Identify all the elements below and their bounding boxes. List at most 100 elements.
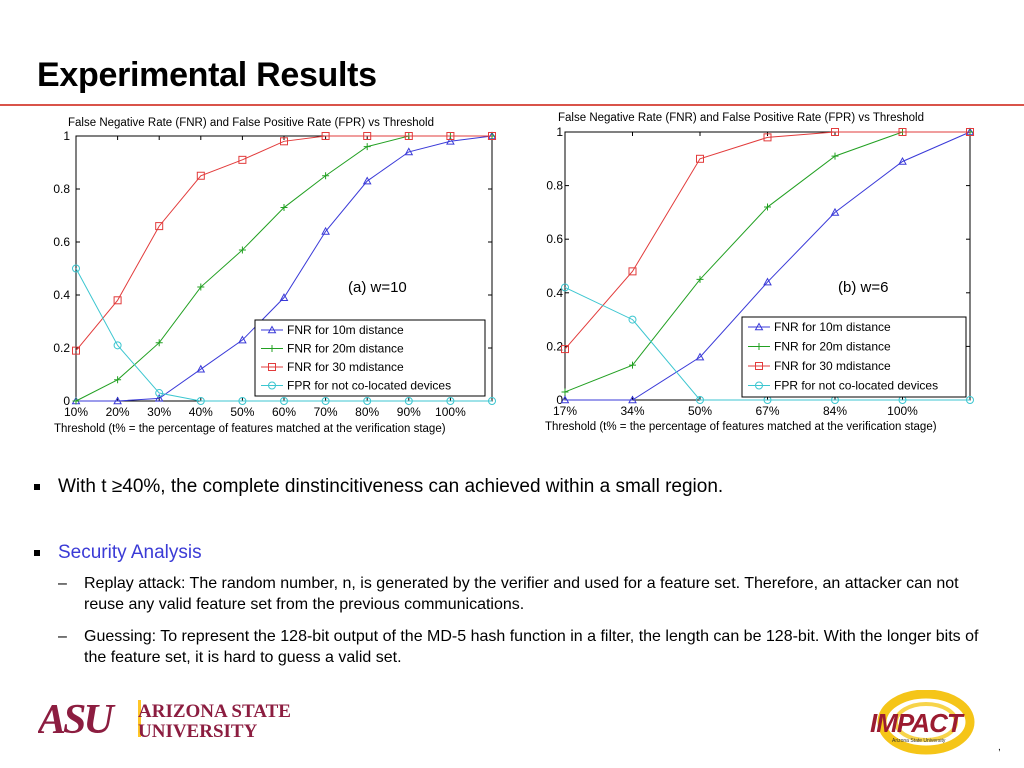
- data-point: [280, 204, 288, 212]
- data-point: [113, 396, 122, 405]
- legend-label: FPR for not co-located devices: [774, 379, 938, 393]
- data-point: [238, 155, 247, 164]
- data-point: [966, 396, 974, 404]
- legend-marker: [267, 325, 277, 334]
- asu-logo-mark: ASU: [38, 697, 116, 743]
- bullet-text: With t ≥40%, the complete dinstincitiven…: [58, 476, 724, 497]
- y-tick-label: 0.4: [53, 288, 70, 302]
- asu-logo-line2: UNIVERSITY: [138, 721, 258, 742]
- data-point: [113, 341, 122, 350]
- data-point: [363, 397, 372, 405]
- data-point: [446, 132, 455, 140]
- y-tick-label: 0.8: [546, 179, 563, 193]
- y-tick-label: 0.2: [546, 339, 563, 353]
- asu-logo-divider: [138, 700, 141, 737]
- series-line: [76, 135, 493, 402]
- legend-label: FPR for not co-located devices: [287, 379, 451, 393]
- data-point: [196, 171, 205, 180]
- legend-box: [254, 319, 486, 397]
- data-point: [764, 203, 771, 211]
- y-tick-label: 0: [63, 394, 70, 408]
- dash-icon: –: [58, 628, 67, 645]
- data-point: [831, 128, 839, 136]
- data-point: [363, 132, 372, 140]
- bullet-square-icon: [34, 484, 40, 490]
- data-point: [197, 283, 205, 291]
- data-point: [155, 222, 164, 231]
- legend-marker: [268, 345, 276, 352]
- series-line: [75, 268, 492, 402]
- legend-label: FNR for 20m distance: [774, 340, 891, 354]
- data-point: [763, 133, 772, 142]
- x-tick-label: 10%: [64, 405, 88, 419]
- data-point: [898, 156, 907, 165]
- data-point: [629, 361, 636, 369]
- data-point: [488, 397, 496, 405]
- data-point: [561, 388, 569, 396]
- data-point: [322, 172, 330, 180]
- data-point: [446, 136, 455, 145]
- series-line: [564, 286, 970, 401]
- data-point: [279, 293, 289, 301]
- legend-label: FNR for 20m distance: [287, 342, 404, 356]
- legend-marker: [754, 322, 764, 331]
- chart-b-svg: False Negative Rate (FNR) and False Posi…: [545, 112, 975, 433]
- chart-a: False Negative Rate (FNR) and False Posi…: [40, 112, 530, 445]
- legend-marker: [755, 362, 763, 370]
- x-tick-label: 34%: [620, 404, 644, 418]
- legend-label: FNR for 30 mdistance: [287, 360, 404, 374]
- x-tick-label: 60%: [272, 405, 296, 419]
- data-point: [280, 137, 288, 146]
- data-point: [238, 246, 246, 254]
- data-point: [830, 207, 840, 216]
- impact-logo-swirl: [877, 689, 975, 755]
- data-point: [561, 283, 569, 292]
- legend-label: FNR for 10m distance: [287, 323, 404, 337]
- dash-icon: –: [58, 575, 67, 592]
- x-tick-label: 90%: [397, 405, 421, 419]
- y-tick-label: 0.6: [546, 232, 563, 246]
- page-mark: ,: [998, 742, 1001, 753]
- impact-logo-subtext: Arizona State University: [892, 738, 946, 744]
- impact-logo: IMPACT Arizona State University: [862, 689, 982, 763]
- bullet-square-icon: [34, 550, 40, 556]
- data-point: [155, 389, 164, 398]
- data-point: [238, 335, 247, 344]
- data-point: [363, 143, 371, 151]
- data-point: [321, 397, 330, 405]
- legend-marker: [755, 343, 763, 350]
- y-tick-label: 0.4: [546, 286, 563, 300]
- data-point: [155, 339, 163, 347]
- x-tick-label: 100%: [887, 404, 918, 418]
- data-point: [831, 152, 839, 160]
- sub-bullet-text: Guessing: To represent the 128-bit outpu…: [84, 628, 979, 666]
- data-point: [561, 345, 569, 354]
- x-tick-label: 40%: [189, 405, 213, 419]
- data-point: [695, 352, 705, 361]
- data-point: [196, 397, 205, 405]
- data-point: [238, 397, 247, 405]
- x-tick-label: 30%: [147, 405, 171, 419]
- data-point: [72, 397, 80, 405]
- data-point: [560, 395, 570, 404]
- y-tick-label: 0.2: [53, 341, 70, 355]
- chart-annotation: (a) w=10: [348, 279, 407, 296]
- legend-marker: [755, 381, 763, 390]
- legend-box: [741, 316, 967, 398]
- x-tick-label: 50%: [688, 404, 712, 418]
- data-point: [628, 315, 637, 324]
- y-tick-label: 1: [556, 125, 563, 139]
- data-point: [321, 132, 330, 140]
- series-line: [565, 131, 971, 401]
- slide-title: Experimental Results: [37, 56, 377, 94]
- chart-b: False Negative Rate (FNR) and False Posi…: [540, 108, 1000, 445]
- x-tick-label: 80%: [355, 405, 379, 419]
- chart-annotation: (b) w=6: [838, 279, 888, 296]
- data-point: [321, 226, 330, 235]
- chart-a-svg: False Negative Rate (FNR) and False Posi…: [53, 117, 497, 435]
- asu-logo: ASU ARIZONA STATE UNIVERSITY: [35, 695, 308, 748]
- data-point: [488, 132, 496, 140]
- data-point: [72, 346, 80, 355]
- asu-logo-line1: ARIZONA STATE: [138, 701, 291, 722]
- x-axis-label: Threshold (t% = the percentage of featur…: [54, 423, 446, 435]
